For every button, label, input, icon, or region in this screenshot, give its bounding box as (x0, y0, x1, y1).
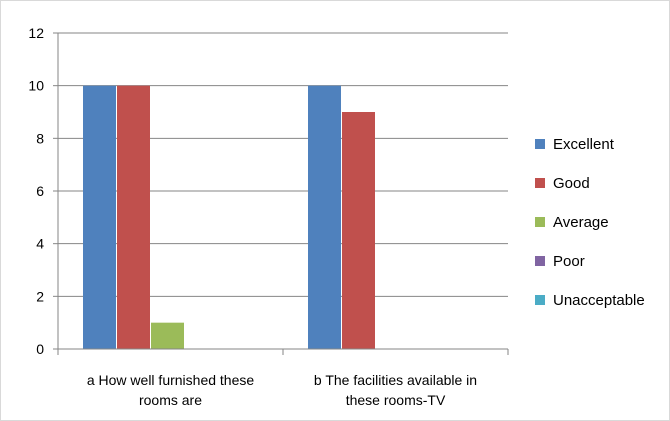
bar-excellent-1 (83, 85, 116, 350)
y-tick-label: 12 (28, 25, 44, 41)
bar-excellent-2 (308, 85, 341, 350)
legend-swatch-average (535, 217, 545, 227)
x-tick-labels: a How well furnished these rooms are b The… (87, 372, 477, 408)
y-tick-label: 0 (36, 341, 44, 357)
y-tick-label: 6 (36, 183, 44, 199)
legend-swatch-unacceptable (535, 295, 545, 305)
bar-average-1 (151, 322, 184, 349)
legend-swatch-poor (535, 256, 545, 266)
y-tick-label: 8 (36, 130, 44, 146)
y-tick-label: 4 (36, 236, 44, 252)
legend-swatch-excellent (535, 139, 545, 149)
bars (83, 85, 375, 350)
legend-swatch-good (535, 178, 545, 188)
axes (53, 32, 509, 355)
x-tick-label: these rooms-TV (346, 392, 446, 408)
y-tick-label: 2 (36, 288, 44, 304)
legend: Excellent Good Average Poor Unacceptable (535, 136, 645, 309)
x-tick-label: a How well furnished these (87, 372, 255, 388)
legend-label-poor: Poor (553, 253, 585, 270)
bar-good-2 (342, 112, 375, 349)
legend-label-unacceptable: Unacceptable (553, 292, 645, 309)
x-tick-label: b The facilities available in (314, 372, 477, 388)
legend-label-average: Average (553, 214, 609, 231)
legend-label-good: Good (553, 175, 590, 192)
y-tick-label: 10 (28, 78, 44, 94)
legend-label-excellent: Excellent (553, 136, 615, 153)
bar-good-1 (117, 85, 150, 350)
y-tick-labels: 0 2 4 6 8 10 12 (28, 25, 44, 357)
x-tick-label: rooms are (139, 392, 202, 408)
